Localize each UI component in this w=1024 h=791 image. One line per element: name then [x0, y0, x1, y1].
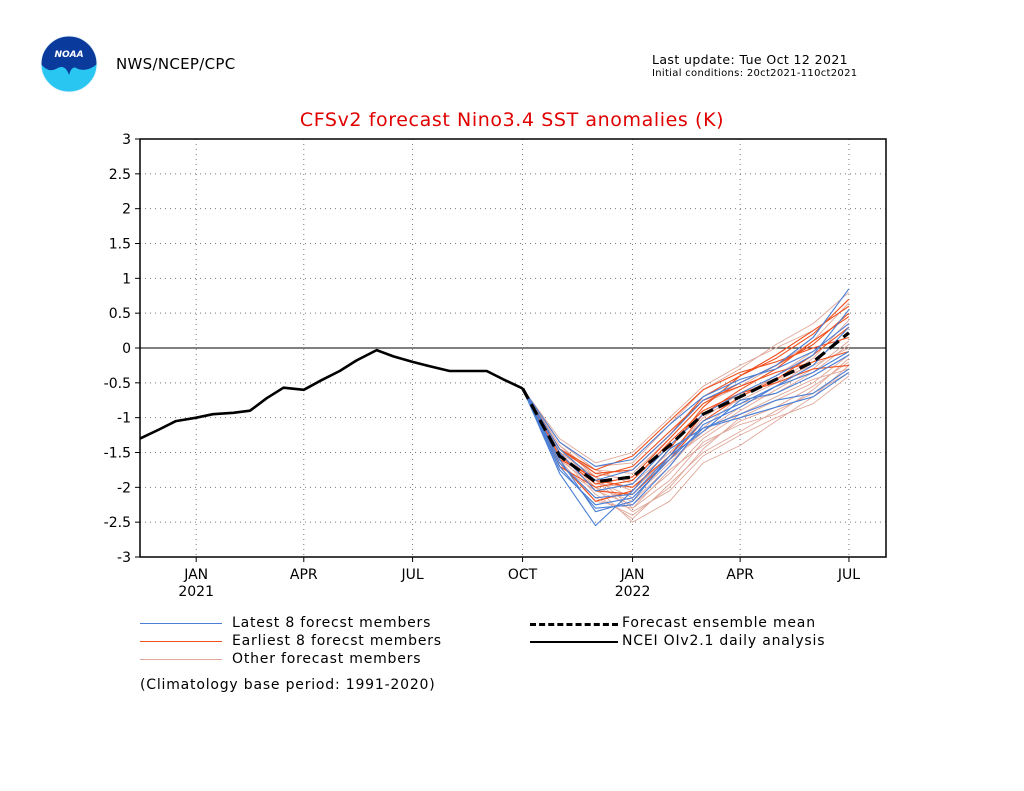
latest-members	[522, 288, 850, 527]
legend-label-latest: Latest 8 forecst members	[232, 615, 432, 631]
y-tick-label: -2	[117, 480, 131, 496]
x-tick-label: JUL	[837, 567, 860, 583]
other-member-line	[522, 368, 850, 506]
ensemble-mean-line	[521, 331, 850, 484]
y-tick-label: 3	[122, 132, 131, 148]
y-axis: 3 2.5 2 1.5 1 0.5 0 -0.5 -1 -1.5 -2 -2.5 -3	[104, 132, 140, 566]
ensemble-mean	[521, 331, 850, 484]
legend-label-earliest: Earliest 8 forecst members	[232, 633, 442, 649]
y-tick-label: -3	[117, 550, 131, 566]
x-tick-label: JAN	[620, 567, 645, 583]
other-member-line	[522, 323, 850, 502]
last-update: Last update: Tue Oct 12 2021	[652, 52, 849, 67]
plot-frame	[139, 138, 887, 558]
y-tick-label: 0.5	[109, 306, 131, 322]
x-tick-label: OCT	[508, 567, 538, 583]
legend-line-earliest	[140, 641, 222, 642]
x-tick-year-label: 2021	[178, 584, 214, 600]
x-tick-label: APR	[290, 567, 318, 583]
x-tick-label: JAN	[183, 567, 208, 583]
legend-label-other: Other forecast members	[232, 651, 422, 667]
latest-member-line	[522, 288, 850, 481]
legend-line-mean	[530, 623, 618, 626]
legend-label-analysis: NCEI OIv2.1 daily analysis	[622, 633, 826, 649]
y-tick-label: -1.5	[104, 446, 131, 462]
y-tick-label: -0.5	[104, 376, 131, 392]
latest-member-line	[522, 354, 850, 513]
y-tick-label: 1	[122, 271, 131, 287]
x-tick-label: APR	[726, 567, 754, 583]
analysis	[139, 348, 524, 440]
legend: Latest 8 forecst members Earliest 8 fore…	[140, 614, 900, 674]
other-member-line	[522, 358, 850, 509]
y-tick-label: 0	[122, 341, 131, 357]
legend-line-other	[140, 659, 222, 660]
legend-label-mean: Forecast ensemble mean	[622, 615, 816, 631]
chart-title: CFSv2 forecast Nino3.4 SST anomalies (K)	[300, 109, 724, 131]
nino34-chart: CFSv2 forecast Nino3.4 SST anomalies (K)…	[104, 109, 887, 600]
latest-member-line	[522, 309, 850, 492]
y-tick-label: 2	[122, 202, 131, 218]
y-tick-label: 1.5	[109, 237, 131, 253]
other-member-line	[522, 305, 850, 464]
climatology-note: (Climatology base period: 1991-2020)	[140, 677, 436, 693]
legend-line-latest	[140, 623, 222, 624]
logo-text: NOAA	[54, 50, 83, 60]
latest-member-line	[522, 351, 850, 499]
grid	[140, 139, 886, 557]
latest-member-line	[522, 371, 850, 506]
legend-line-analysis	[530, 641, 618, 643]
latest-member-line	[522, 323, 850, 467]
x-tick-year-label: 2022	[615, 584, 651, 600]
x-tick-label: JUL	[400, 567, 423, 583]
noaa-logo: NOAA	[40, 35, 98, 93]
analysis-line	[139, 348, 524, 440]
y-tick-label: 2.5	[109, 167, 131, 183]
y-tick-label: -1	[117, 411, 131, 427]
agency-label: NWS/NCEP/CPC	[116, 55, 236, 73]
initial-conditions: Initial conditions: 20ct2021-110ct2021	[652, 68, 858, 79]
earliest-member-line	[522, 305, 850, 502]
y-tick-label: -2.5	[104, 515, 131, 531]
